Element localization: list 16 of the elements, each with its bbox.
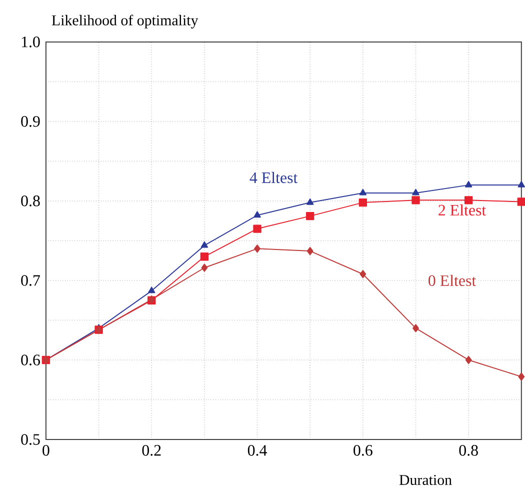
x-tick-label: 0.4 xyxy=(248,444,267,456)
y-tick-label: 0.7 xyxy=(21,274,40,286)
x-axis-title: Duration xyxy=(399,474,452,485)
x-tick-label: 0.8 xyxy=(459,444,478,456)
x-tick-label: 0 xyxy=(42,444,50,456)
series-label: 4 Eltest xyxy=(250,172,298,183)
y-tick-label: 1.0 xyxy=(22,36,40,48)
x-tick-label: 0.2 xyxy=(142,444,161,456)
y-tick-label: 0.8 xyxy=(21,195,40,206)
y-tick-label: 0.5 xyxy=(21,434,40,445)
y-tick-label: 0.6 xyxy=(21,354,40,366)
x-tick-label: 0.6 xyxy=(354,444,372,456)
text: 0 Eltest xyxy=(428,274,476,286)
series-label: 2 Eltest xyxy=(438,204,486,216)
y-tick-label: 0.9 xyxy=(21,116,40,127)
y-axis-title: Likelihood of optimality xyxy=(52,14,198,28)
